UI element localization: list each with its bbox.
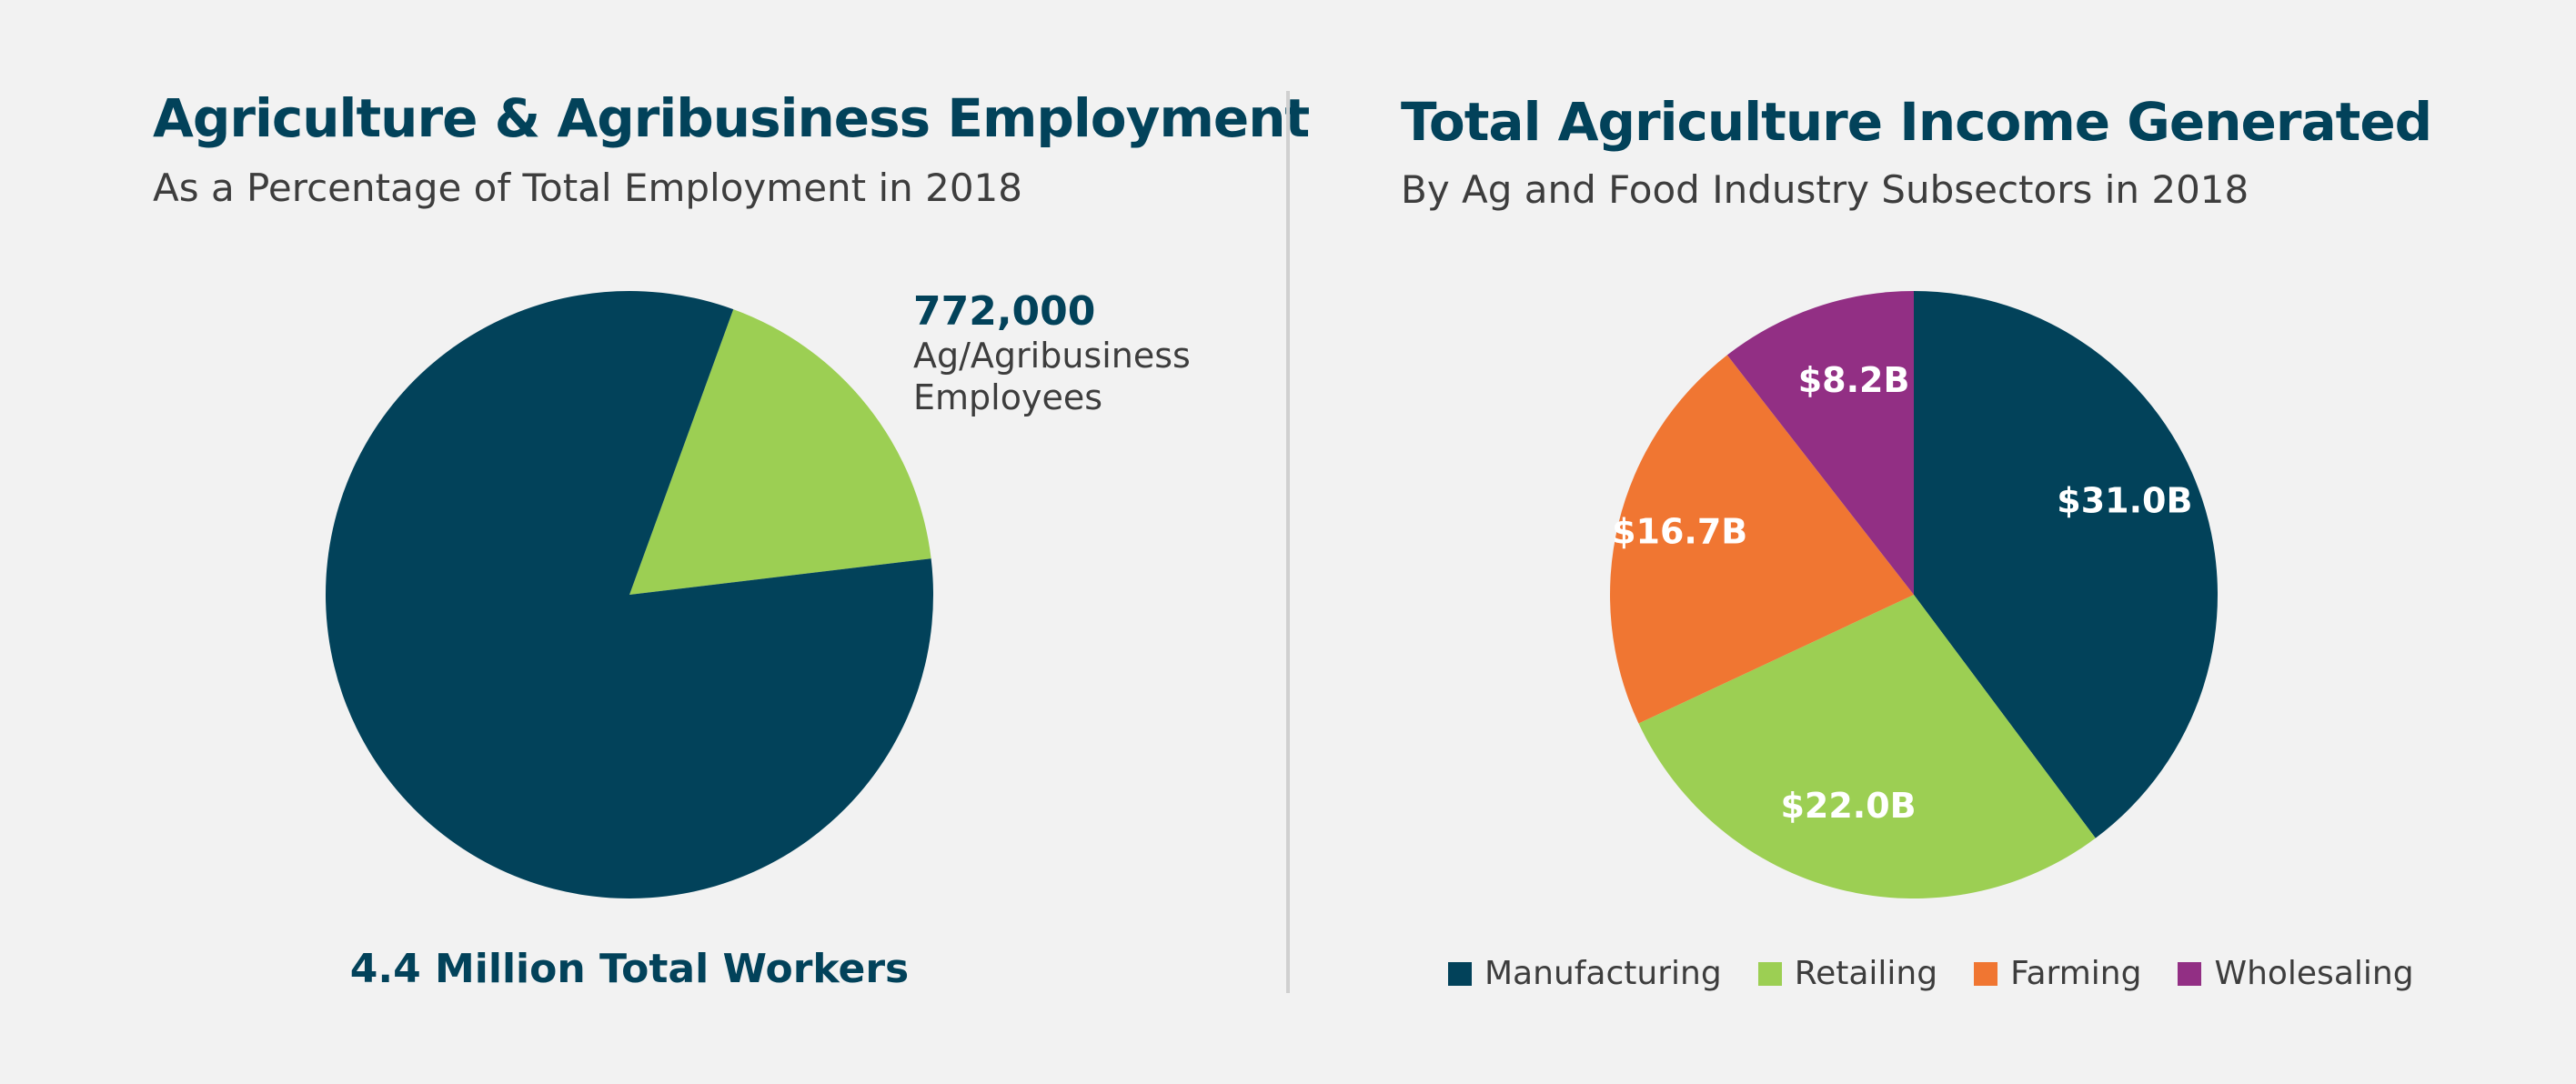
income-slice-retailing bbox=[1638, 595, 2096, 898]
employment-panel: Agriculture & Agribusiness Employment As… bbox=[153, 87, 1310, 992]
income-panel: Total Agriculture Income Generated By Ag… bbox=[1288, 0, 2576, 1084]
income-chart-subtitle: By Ag and Food Industry Subsectors in 20… bbox=[1401, 167, 2249, 212]
total-workers-label: 4.4 Million Total Workers bbox=[349, 946, 910, 992]
employment-chart-title: Agriculture & Agribusiness Employment bbox=[153, 87, 1310, 149]
legend-label-manufacturing: Manufacturing bbox=[1484, 955, 1722, 992]
income-label-manufacturing: $31.0B bbox=[2057, 480, 2192, 520]
legend-swatch-wholesaling bbox=[2178, 961, 2202, 986]
employment-pie-chart bbox=[326, 291, 933, 898]
legend-item-retailing: Retailing bbox=[1757, 955, 1938, 992]
legend-label-wholesaling: Wholesaling bbox=[2214, 955, 2414, 992]
panel-divider bbox=[1286, 91, 1290, 993]
legend-item-wholesaling: Wholesaling bbox=[2178, 955, 2414, 992]
income-slice-farming bbox=[1610, 355, 1914, 724]
income-label-farming: $16.7B bbox=[1612, 511, 1747, 551]
legend-label-retailing: Retailing bbox=[1794, 955, 1938, 992]
legend-item-manufacturing: Manufacturing bbox=[1448, 955, 1722, 992]
income-slice-manufacturing bbox=[1914, 291, 2218, 838]
income-chart-title: Total Agriculture Income Generated bbox=[1401, 91, 2432, 153]
legend-swatch-farming bbox=[1974, 961, 1998, 986]
legend-item-farming: Farming bbox=[1974, 955, 2141, 992]
income-slice-wholesaling bbox=[1726, 291, 1914, 595]
legend-swatch-retailing bbox=[1757, 961, 1782, 986]
employment-slice-ag-agribusiness-employees bbox=[629, 309, 931, 595]
employees-label-line2: Employees bbox=[913, 377, 1102, 417]
income-pie-chart: $31.0B $22.0B $16.7B $8.2B bbox=[1610, 291, 2218, 898]
income-label-retailing: $22.0B bbox=[1780, 786, 1916, 826]
employment-chart-subtitle: As a Percentage of Total Employment in 2… bbox=[153, 166, 1022, 210]
employment-slice-other bbox=[326, 291, 933, 898]
employees-label-line1: Ag/Agribusiness bbox=[913, 336, 1191, 376]
employees-callout: 772,000 Ag/Agribusiness Employees bbox=[913, 289, 1191, 418]
income-legend: Manufacturing Retailing Farming Wholesaling bbox=[1448, 955, 2450, 992]
legend-label-farming: Farming bbox=[2010, 955, 2142, 992]
legend-swatch-manufacturing bbox=[1448, 961, 1472, 986]
income-label-wholesaling: $8.2B bbox=[1798, 360, 1910, 400]
employees-count: 772,000 bbox=[913, 288, 1096, 335]
